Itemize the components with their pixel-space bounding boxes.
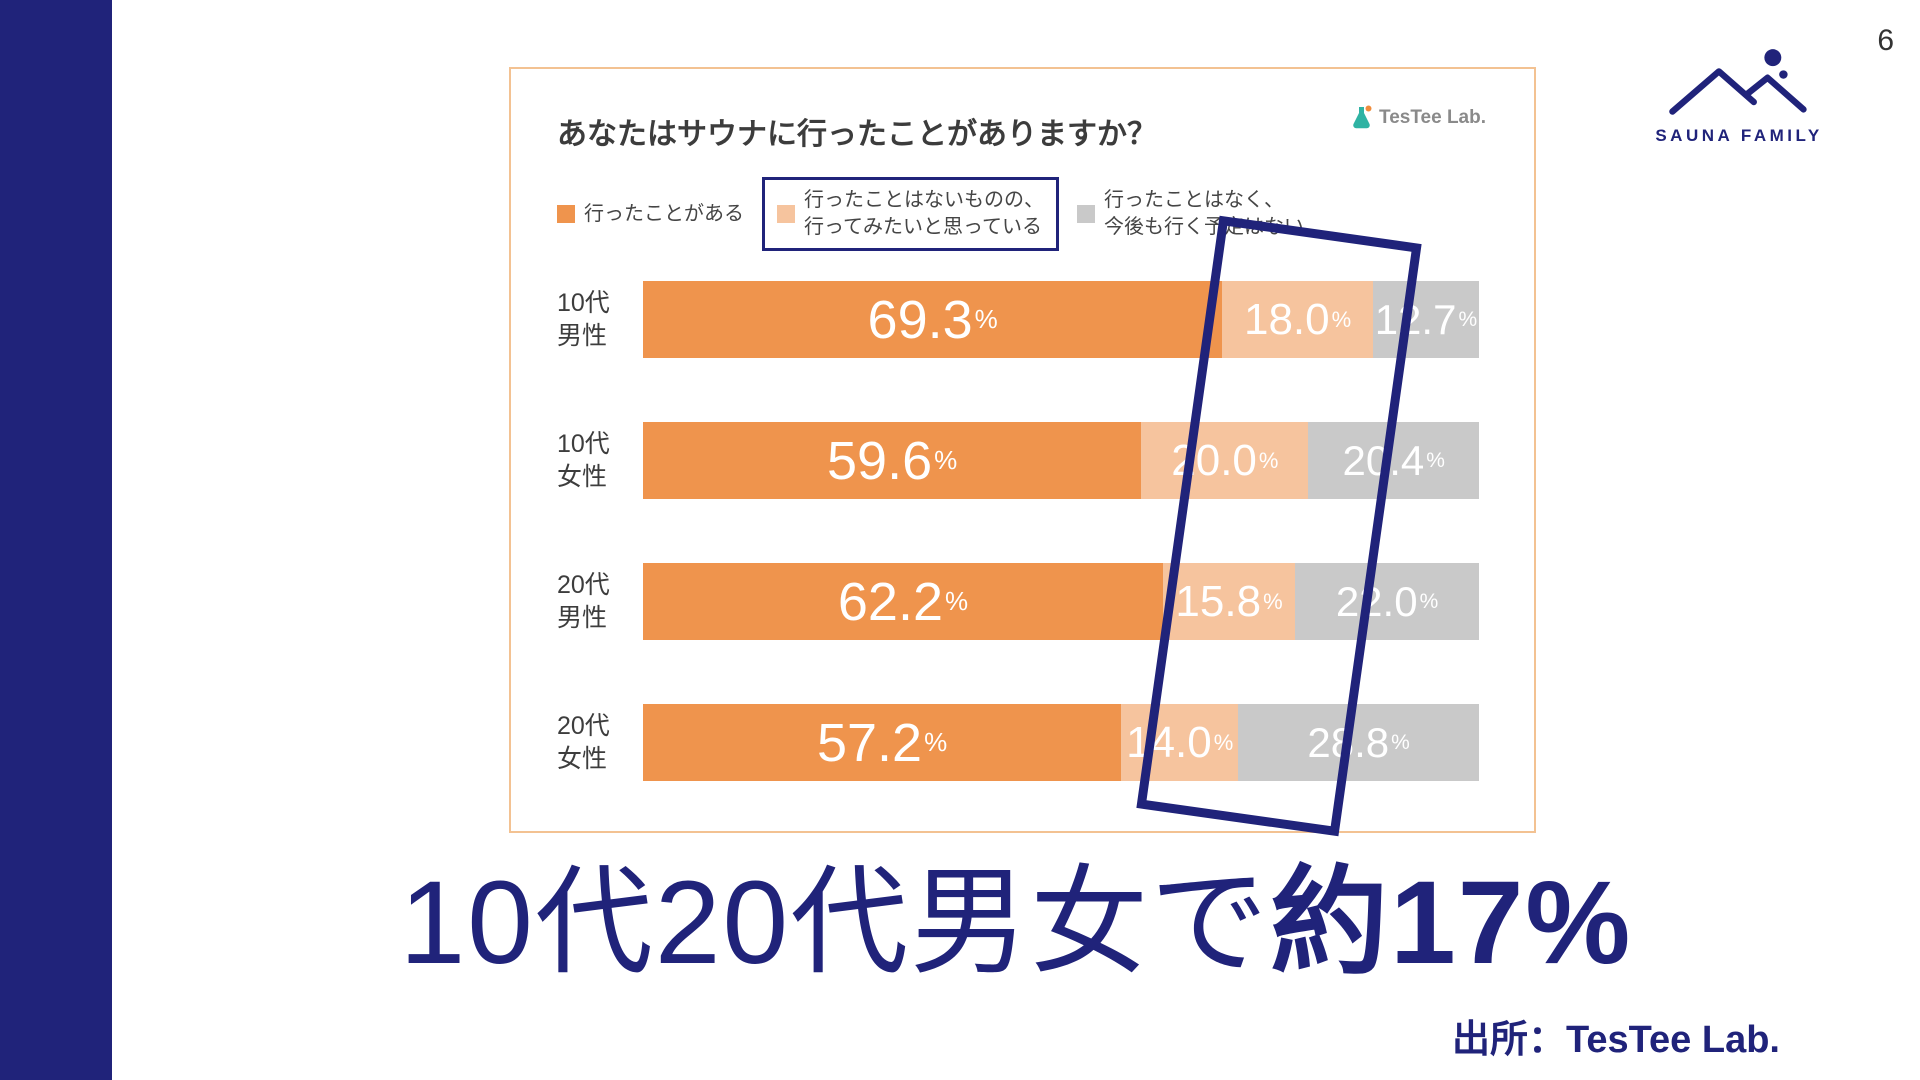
bar-row: 20代 男性 62.2% 15.8% 22.0% xyxy=(557,563,1479,640)
category-label: 20代 女性 xyxy=(557,712,610,773)
bar-segment: 28.8% xyxy=(1238,704,1479,781)
segment-value: 57.2 xyxy=(816,712,923,773)
percent-sign: % xyxy=(1258,447,1279,473)
sauna-family-logo-text: SAUNA FAMILY xyxy=(1655,126,1823,145)
legend-item-2: 行ったことはないものの、 行ってみたいと思っている xyxy=(762,177,1059,251)
percent-sign: % xyxy=(1426,448,1445,472)
headline-bold: 約17% xyxy=(1270,857,1633,989)
bar-segment: 62.2% xyxy=(643,563,1163,640)
percent-sign: % xyxy=(1458,307,1478,331)
bar-segment: 18.0% xyxy=(1222,281,1373,358)
bar-segment: 20.4% xyxy=(1308,422,1479,499)
bar-segment: 12.7% xyxy=(1372,281,1479,358)
legend-swatch xyxy=(777,205,795,223)
bar-segment: 20.0% xyxy=(1141,422,1309,499)
bar-segment: 69.3% xyxy=(643,281,1223,358)
chart-legend: 行ったことがある 行ったことはないものの、 行ってみたいと思っている 行ったことはなく… xyxy=(557,177,1504,251)
source-attribution: 出所：TesTee Lab. xyxy=(1452,1019,1780,1061)
segment-value: 12.7 xyxy=(1374,295,1457,343)
percent-sign: % xyxy=(944,586,969,616)
testee-lab-label: TesTee Lab. xyxy=(1379,106,1486,128)
percent-sign: % xyxy=(1331,306,1352,332)
percent-sign: % xyxy=(1419,589,1439,613)
legend-swatch xyxy=(1077,205,1095,223)
segment-value: 62.2 xyxy=(837,571,943,632)
bar-row: 10代 女性 59.6% 20.0% 20.4% xyxy=(557,422,1479,499)
segment-value: 20.0 xyxy=(1171,435,1257,485)
category-label: 10代 男性 xyxy=(557,289,610,350)
legend-label: 行ったことはないものの、 行ってみたいと思っている xyxy=(804,189,1044,238)
bar-segment: 15.8% xyxy=(1162,563,1296,640)
bar-chart: 10代 男性 69.3% 18.0% 12.7% 10代 女性 59.6% 20.0% 20.4%… xyxy=(557,281,1479,781)
left-accent-stripe xyxy=(0,0,112,1080)
stacked-bar: 57.2% 14.0% 28.8% xyxy=(643,704,1479,781)
page-number: 6 xyxy=(1877,24,1894,57)
testee-lab-brand: TesTee Lab. xyxy=(1352,105,1486,130)
stacked-bar: 69.3% 18.0% 12.7% xyxy=(643,281,1479,358)
bar-segment: 22.0% xyxy=(1295,563,1479,640)
stacked-bar: 62.2% 15.8% 22.0% xyxy=(643,563,1479,640)
segment-value: 69.3 xyxy=(867,289,973,350)
chart-title: あなたはサウナに行ったことがありますか？ xyxy=(557,118,1157,151)
sauna-family-logo: SAUNA FAMILY xyxy=(1654,46,1824,146)
legend-item-3: 行ったことはなく、 今後も行く予定はない xyxy=(1077,187,1304,241)
percent-sign: % xyxy=(1263,588,1283,614)
legend-label: 行ったことはなく、 今後も行く予定はない xyxy=(1104,189,1304,238)
bar-segment: 14.0% xyxy=(1121,704,1239,781)
category-label: 20代 男性 xyxy=(557,571,610,632)
percent-sign: % xyxy=(974,304,998,334)
segment-value: 18.0 xyxy=(1243,294,1330,344)
stacked-bar: 59.6% 20.0% 20.4% xyxy=(643,422,1479,499)
segment-value: 20.4 xyxy=(1342,436,1425,484)
chart-card: あなたはサウナに行ったことがありますか？ TesTee Lab. 行ったことがあ… xyxy=(509,67,1536,833)
percent-sign: % xyxy=(934,445,958,475)
percent-sign: % xyxy=(924,727,948,757)
percent-sign: % xyxy=(1213,729,1234,755)
bar-row: 10代 男性 69.3% 18.0% 12.7% xyxy=(557,281,1479,358)
house-roof-icon xyxy=(1669,49,1807,115)
headline-regular: 10代20代男女で xyxy=(399,857,1271,989)
segment-value: 14.0 xyxy=(1126,717,1212,767)
segment-value: 59.6 xyxy=(827,430,933,491)
category-label: 10代 女性 xyxy=(557,430,610,491)
legend-swatch xyxy=(557,205,575,223)
bar-row: 20代 女性 57.2% 14.0% 28.8% xyxy=(557,704,1479,781)
percent-sign: % xyxy=(1391,730,1410,754)
segment-value: 28.8 xyxy=(1307,718,1390,766)
segment-value: 22.0 xyxy=(1335,577,1418,625)
legend-item-1: 行ったことがある xyxy=(557,201,744,228)
bar-segment: 59.6% xyxy=(643,422,1142,499)
testee-flask-icon xyxy=(1353,105,1372,129)
legend-label: 行ったことがある xyxy=(584,202,744,225)
headline: 10代20代男女で約17% xyxy=(112,856,1920,992)
bar-segment: 57.2% xyxy=(643,704,1122,781)
segment-value: 15.8 xyxy=(1175,576,1262,626)
